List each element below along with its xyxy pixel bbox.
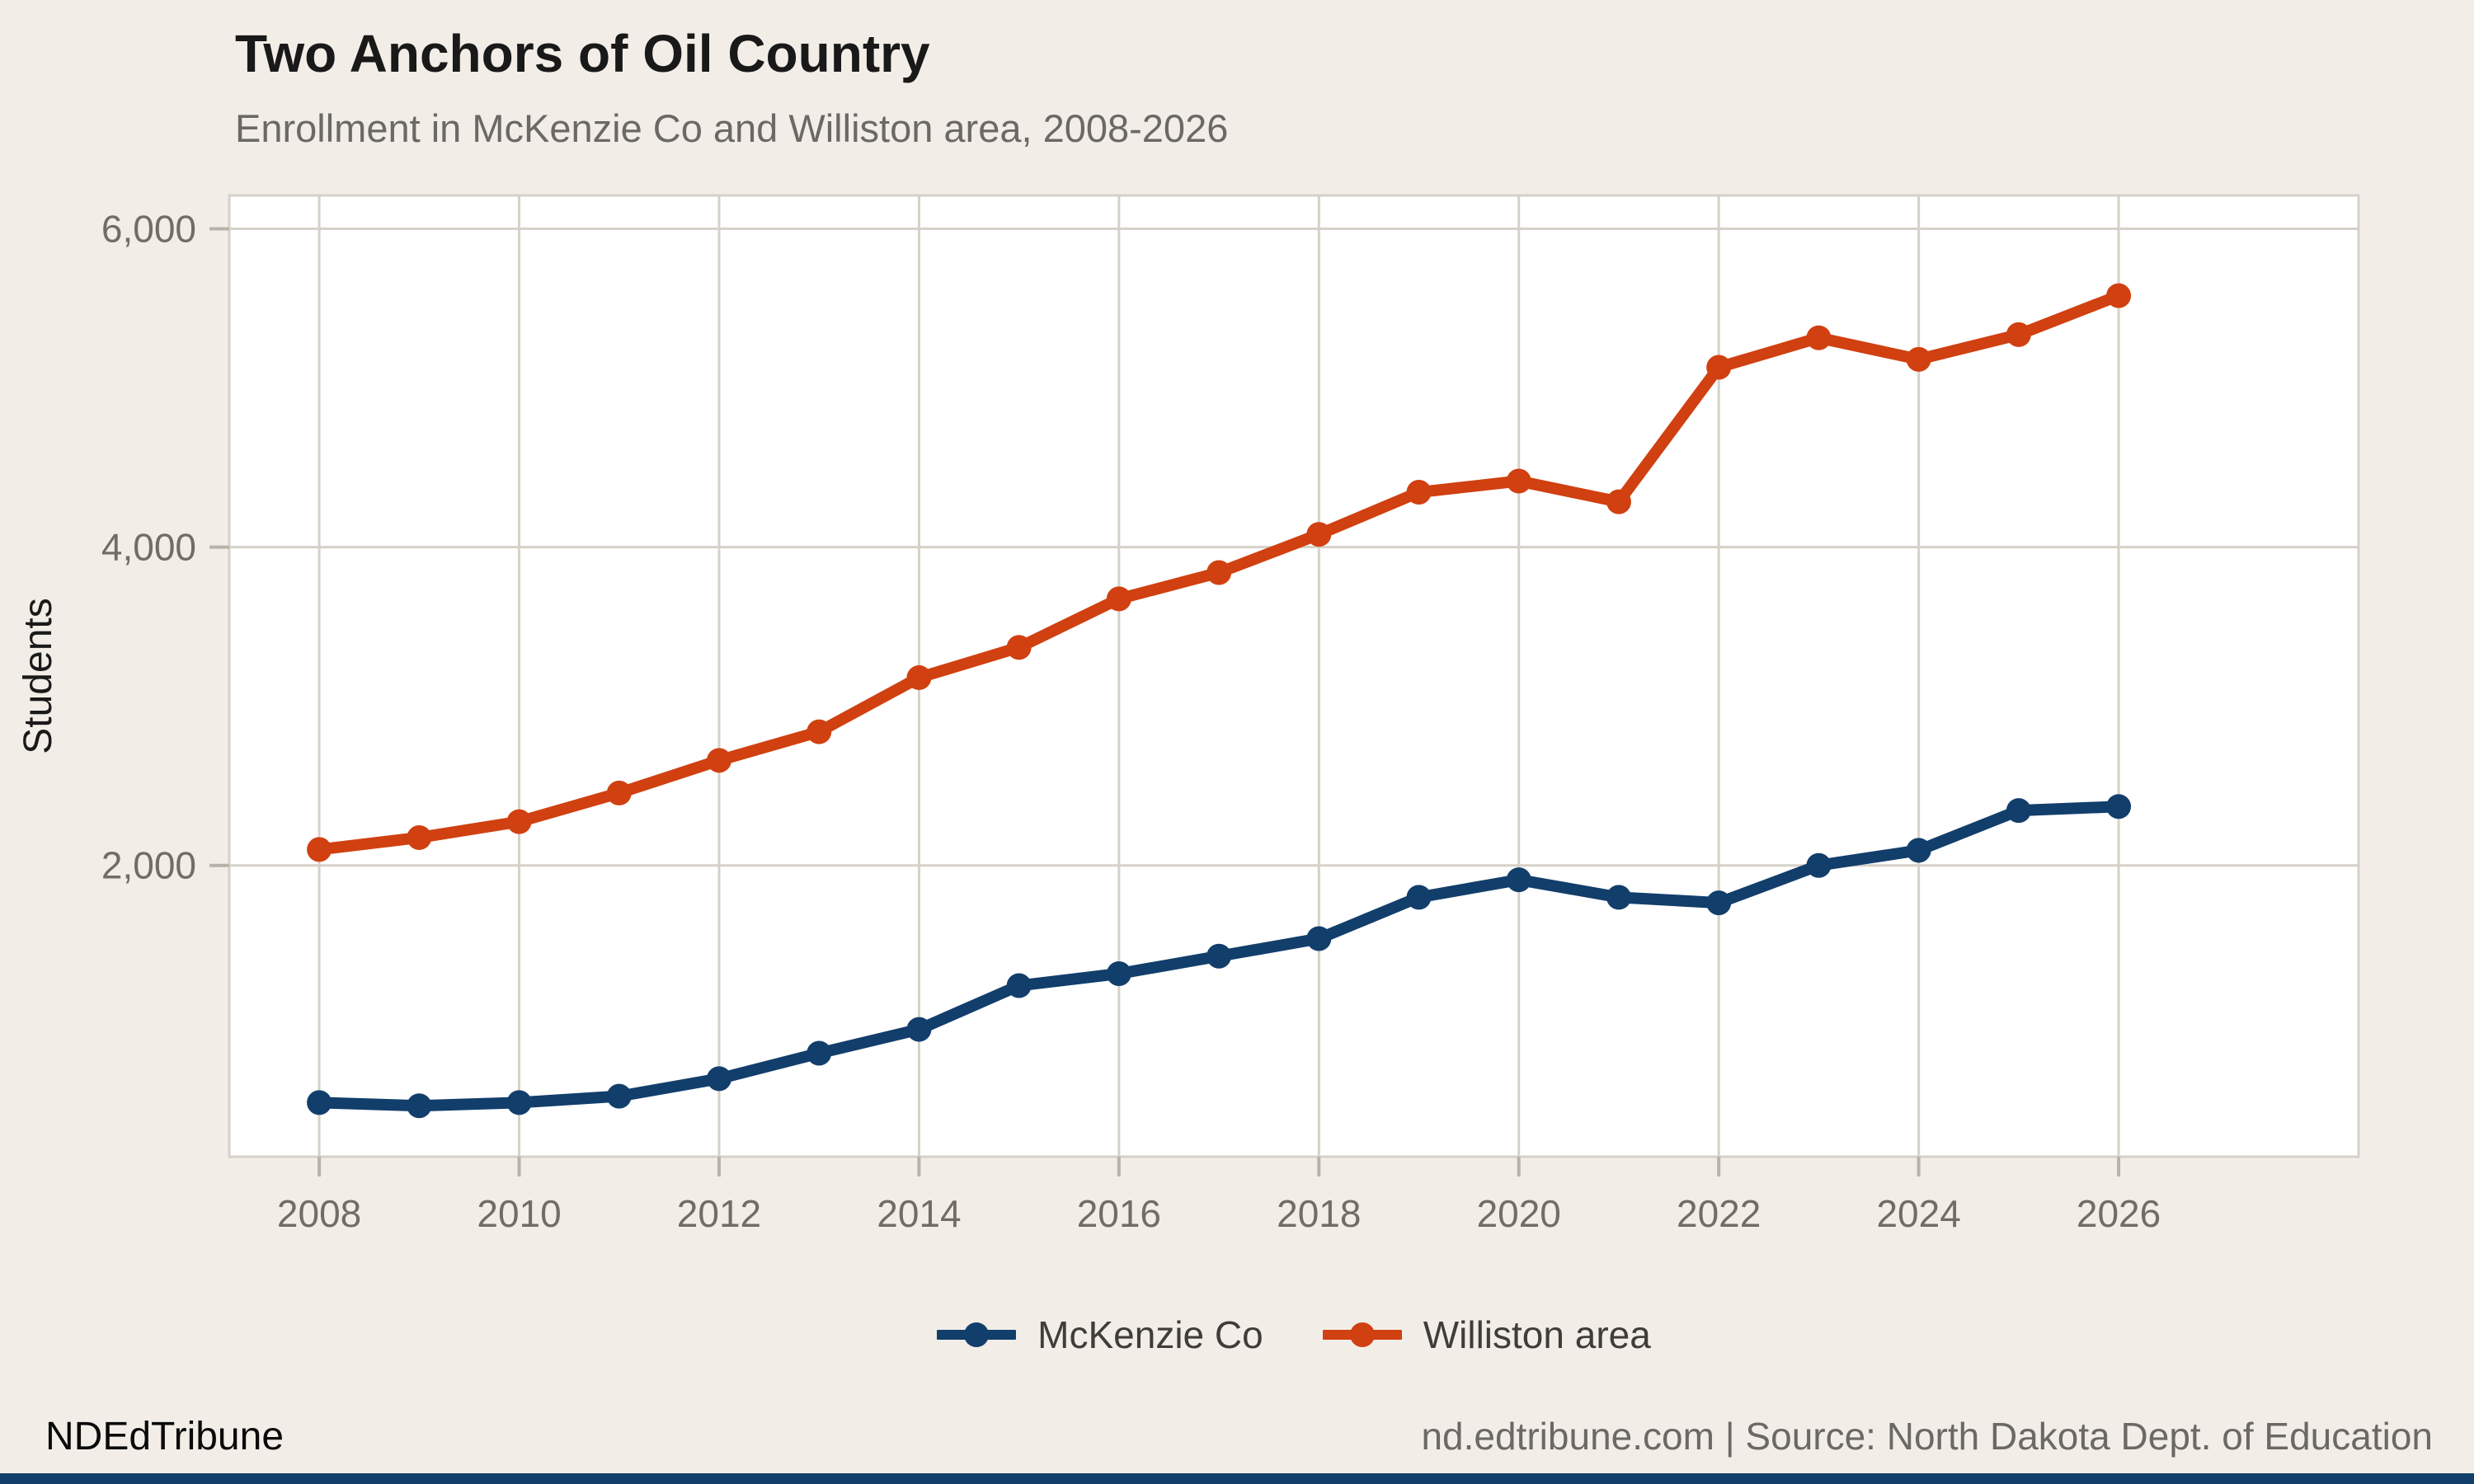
williston-area-point-2024 bbox=[1906, 346, 1931, 372]
mckenzie-co-point-2019 bbox=[1406, 885, 1432, 910]
axis-tick-labels: 2,000 4,000 6,000 2008 2010 2012 2014 2016 2018 2… bbox=[101, 208, 2161, 1235]
plot-border bbox=[228, 194, 2360, 1158]
chart-subtitle: Enrollment in McKenzie Co and Williston … bbox=[235, 106, 1229, 150]
x-tick-label: 2020 bbox=[1477, 1192, 1561, 1235]
footer: NDEdTribune nd.edtribune.com | Source: N… bbox=[45, 1414, 2433, 1459]
mckenzie-co-point-2023 bbox=[1806, 852, 1832, 878]
mckenzie-co-point-2012 bbox=[706, 1066, 731, 1092]
legend-dot bbox=[1349, 1322, 1375, 1347]
williston-area-point-2011 bbox=[606, 780, 632, 805]
williston-area-point-2022 bbox=[1706, 355, 1732, 380]
footer-source-text: nd.edtribune.com | Source: North Dakota … bbox=[1421, 1415, 2433, 1458]
axis-ticks bbox=[209, 227, 2121, 1176]
brand-logo-text: NDEdTribune bbox=[45, 1415, 285, 1458]
williston-area-point-2018 bbox=[1306, 522, 1332, 547]
x-tick-label: 2008 bbox=[277, 1192, 361, 1235]
legend-item-williston-area: Williston area bbox=[1322, 1313, 1651, 1357]
mckenzie-co-point-2017 bbox=[1206, 943, 1232, 969]
mckenzie-co-point-2010 bbox=[506, 1090, 532, 1115]
williston-area-point-2010 bbox=[506, 809, 532, 834]
williston-area-point-2017 bbox=[1206, 560, 1232, 585]
mckenzie-co-point-2021 bbox=[1606, 885, 1631, 910]
williston-area-point-2015 bbox=[1006, 635, 1032, 660]
x-tick-label: 2014 bbox=[877, 1192, 961, 1235]
x-tick-label: 2022 bbox=[1677, 1192, 1761, 1235]
legend-marker-icon bbox=[937, 1322, 1017, 1347]
williston-area-point-2025 bbox=[2006, 322, 2031, 347]
williston-area-point-2016 bbox=[1106, 586, 1131, 612]
williston-area-series bbox=[307, 283, 2132, 862]
mckenzie-co-point-2008 bbox=[307, 1090, 332, 1115]
y-tick-label: 6,000 bbox=[101, 208, 196, 251]
mckenzie-co-point-2011 bbox=[606, 1083, 632, 1109]
mckenzie-co-series bbox=[307, 794, 2132, 1119]
x-tick-label: 2010 bbox=[477, 1192, 561, 1235]
chart-title: Two Anchors of Oil Country bbox=[235, 24, 930, 83]
williston-area-point-2009 bbox=[407, 824, 432, 850]
y-axis-title: Students bbox=[16, 598, 60, 754]
williston-area-point-2014 bbox=[906, 665, 932, 690]
williston-area-point-2026 bbox=[2106, 283, 2132, 308]
mckenzie-co-point-2020 bbox=[1506, 867, 1531, 893]
chart-legend: McKenzie Co Williston area bbox=[229, 1313, 2359, 1357]
williston-area-point-2012 bbox=[706, 748, 731, 773]
y-tick-label: 2,000 bbox=[101, 844, 196, 887]
williston-area-point-2020 bbox=[1506, 468, 1531, 494]
mckenzie-co-point-2013 bbox=[807, 1040, 832, 1066]
x-tick-label: 2016 bbox=[1077, 1192, 1161, 1235]
williston-area-point-2013 bbox=[807, 719, 832, 744]
williston-area-point-2008 bbox=[307, 837, 332, 862]
williston-area-point-2019 bbox=[1406, 480, 1432, 505]
x-tick-label: 2024 bbox=[1876, 1192, 1960, 1235]
legend-marker-icon bbox=[1322, 1322, 1402, 1347]
mckenzie-co-point-2018 bbox=[1306, 926, 1332, 951]
legend-label: McKenzie Co bbox=[1037, 1313, 1263, 1356]
legend-label: Williston area bbox=[1423, 1313, 1651, 1356]
williston-area-point-2021 bbox=[1606, 489, 1631, 514]
x-tick-label: 2012 bbox=[677, 1192, 761, 1235]
mckenzie-co-point-2009 bbox=[407, 1093, 432, 1119]
y-tick-label: 4,000 bbox=[101, 526, 196, 569]
williston-area-point-2023 bbox=[1806, 325, 1832, 350]
brand-bar bbox=[0, 1473, 2474, 1484]
mckenzie-co-point-2016 bbox=[1106, 960, 1131, 986]
mckenzie-co-point-2026 bbox=[2106, 794, 2132, 819]
mckenzie-co-point-2025 bbox=[2006, 798, 2031, 824]
mckenzie-co-point-2014 bbox=[906, 1017, 932, 1042]
x-tick-label: 2026 bbox=[2077, 1192, 2161, 1235]
legend-dot bbox=[964, 1322, 990, 1347]
legend-item-mckenzie-co: McKenzie Co bbox=[937, 1313, 1263, 1357]
mckenzie-co-point-2024 bbox=[1906, 838, 1931, 863]
plot-panel bbox=[229, 195, 2359, 1157]
x-tick-label: 2018 bbox=[1277, 1192, 1361, 1235]
mckenzie-co-point-2022 bbox=[1706, 890, 1732, 916]
mckenzie-co-point-2015 bbox=[1006, 973, 1032, 998]
